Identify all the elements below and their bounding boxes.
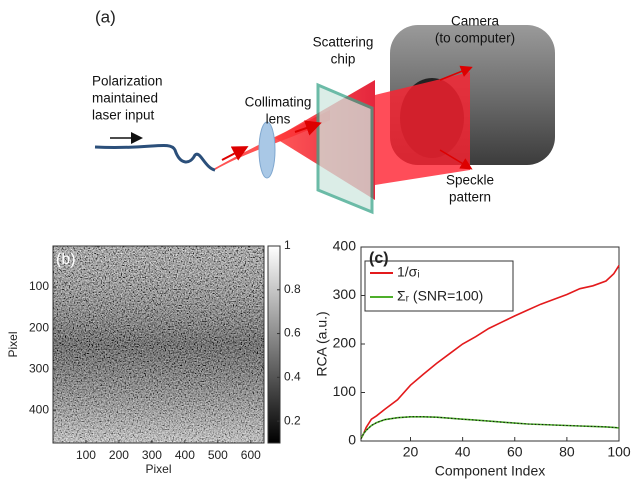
x-tick-label: 100 [76, 448, 96, 462]
colorbar-tick-label: 0.6 [284, 326, 301, 340]
panel-label: (b) [56, 251, 76, 268]
x-tick-label: 500 [208, 448, 228, 462]
x-tick-label: 80 [559, 444, 575, 460]
x-tick-label: 40 [455, 444, 471, 460]
diagram-label: chip [331, 52, 356, 67]
diagram-label: Camera [451, 14, 500, 29]
y-tick-label: 300 [29, 361, 49, 375]
series-line-overlay [361, 417, 619, 439]
x-tick-label: 200 [109, 448, 129, 462]
diagram-label: Collimating [245, 95, 312, 110]
y-axis-label: RCA (a.u.) [314, 311, 330, 376]
y-tick-label: 200 [333, 335, 357, 351]
legend-label: 1/σᵢ [397, 264, 420, 280]
x-tick-label: 600 [241, 448, 261, 462]
image-shading [53, 246, 264, 443]
y-tick-label: 400 [333, 238, 357, 254]
y-tick-label: 400 [29, 402, 49, 416]
x-axis-label: Pixel [145, 462, 171, 476]
x-tick-label: 20 [403, 444, 419, 460]
y-tick-label: 300 [333, 286, 357, 302]
diagram-label: lens [266, 112, 291, 127]
diagram-label: Polarization [92, 74, 163, 89]
diagram-label: Speckle [446, 173, 494, 188]
colorbar-tick-label: 0.8 [284, 282, 301, 296]
colorbar-tick-label: 0.2 [284, 413, 301, 427]
colorbar-tick-label: 0.4 [284, 370, 301, 384]
x-tick-label: 100 [607, 444, 631, 460]
colorbar [268, 246, 280, 443]
diagram-label: Scattering [313, 35, 374, 50]
figure: (a) Polarization maintained laser input Col… [0, 0, 642, 479]
x-tick-label: 300 [142, 448, 162, 462]
diagram-label: (to computer) [435, 31, 515, 46]
series-line [361, 417, 619, 439]
panel-label: (a) [95, 7, 116, 26]
diagram-label: pattern [449, 190, 491, 205]
panel-label: (c) [369, 250, 389, 267]
y-tick-label: 200 [29, 320, 49, 334]
x-tick-label: 400 [175, 448, 195, 462]
y-tick-label: 0 [348, 432, 356, 448]
y-tick-label: 100 [29, 279, 49, 293]
diagram-label: laser input [92, 108, 155, 123]
y-axis-label: Pixel [6, 331, 20, 357]
colorbar-tick-label: 1 [284, 238, 291, 252]
y-tick-label: 100 [333, 383, 357, 399]
diagram-label: maintained [92, 91, 158, 106]
x-axis-label: Component Index [435, 463, 546, 479]
x-tick-label: 60 [507, 444, 523, 460]
legend-label: Σᵣ (SNR=100) [397, 288, 483, 304]
